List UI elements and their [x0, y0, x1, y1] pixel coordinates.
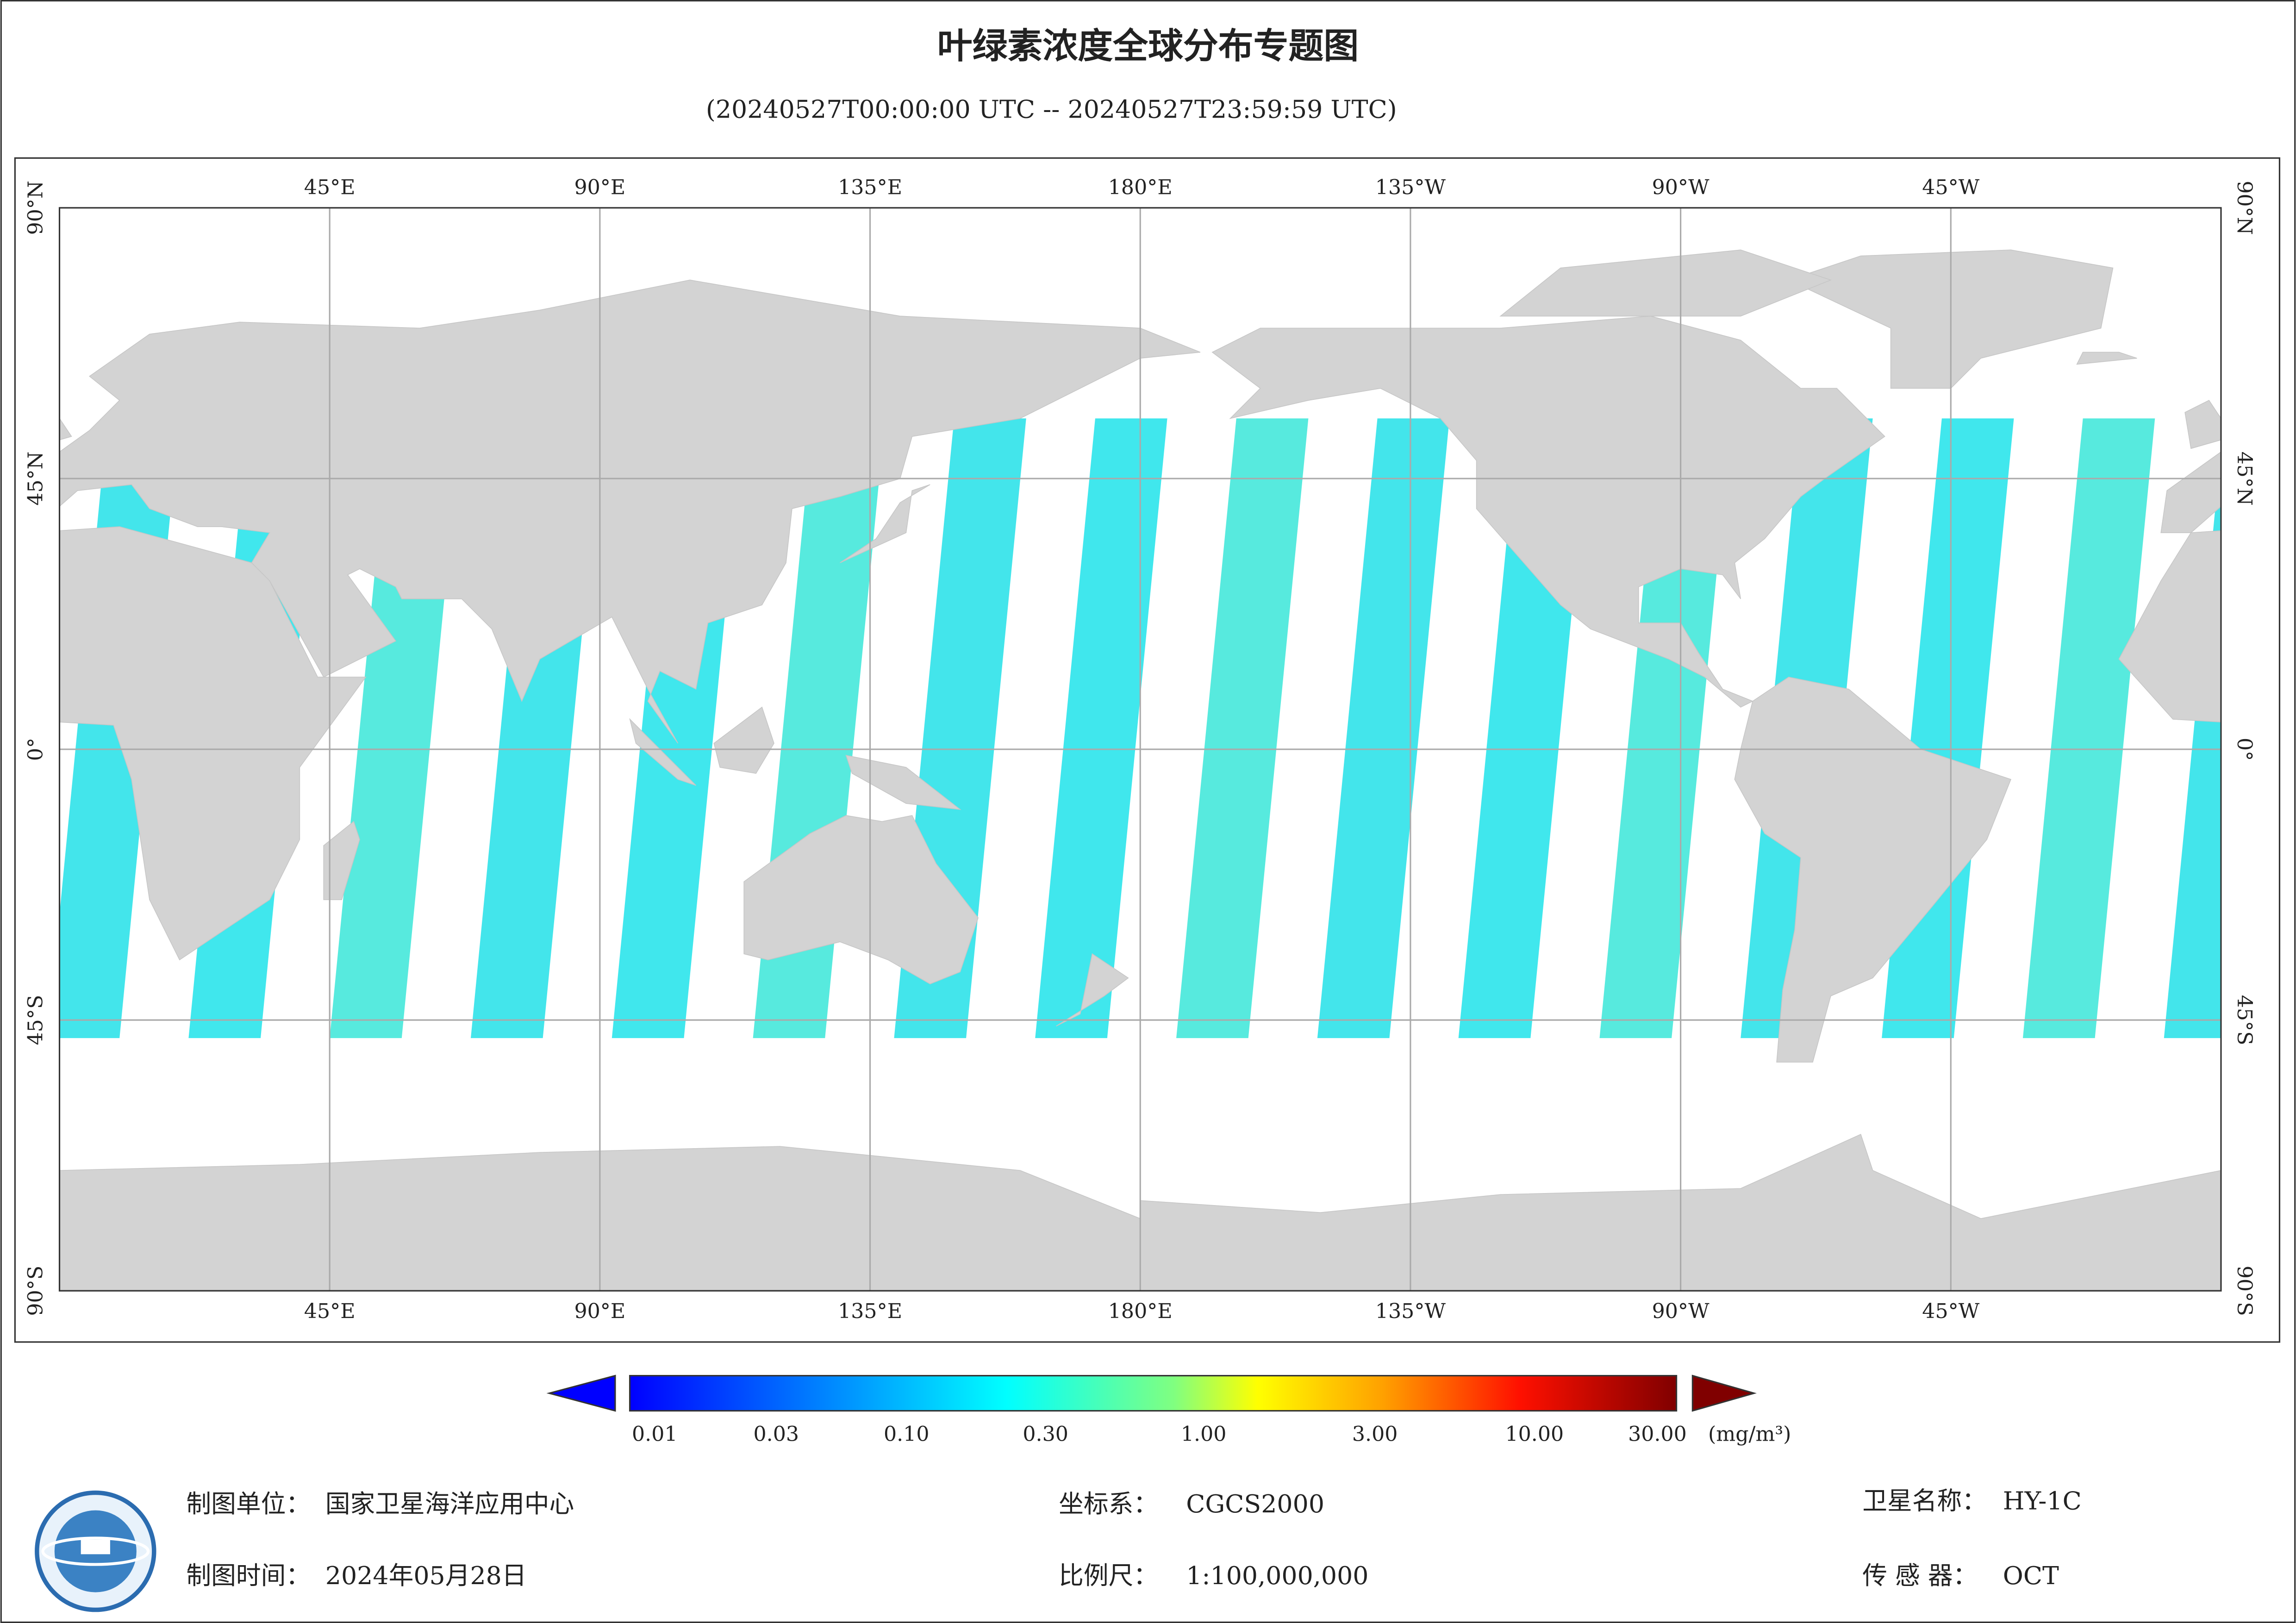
lat-label-left: 90°S — [24, 1266, 47, 1316]
lat-label-right: 0° — [2233, 738, 2256, 761]
colorbar: (mg/m³) — [546, 1374, 1791, 1446]
land — [1734, 677, 2012, 1063]
colorbar-tick-label: 3.00 — [1352, 1423, 1398, 1446]
sensor-label: 传 感 器： — [1862, 1561, 1978, 1590]
colorbar-high-arrow — [1691, 1374, 1757, 1412]
colorbar-tick-label: 0.03 — [753, 1423, 799, 1446]
land — [1056, 953, 1129, 1026]
data-swath — [1035, 418, 1167, 1038]
land — [2184, 400, 2221, 449]
colorbar-tick-label: 0.01 — [632, 1423, 678, 1446]
colorbar-tick-label: 0.30 — [1023, 1423, 1068, 1446]
footer: 制图单位： 国家卫星海洋应用中心 制图时间： 2024年05月28日 坐标系： … — [186, 1486, 2081, 1590]
date-label: 制图时间： — [186, 1561, 311, 1590]
date: 2024年05月28日 — [325, 1561, 527, 1590]
satellite-label: 卫星名称： — [1862, 1486, 1987, 1516]
land — [2118, 530, 2221, 723]
colorbar-tick-label: 30.00 — [1628, 1423, 1687, 1446]
lon-label-top: 45°E — [304, 175, 356, 199]
lat-label-right: 45°S — [2233, 995, 2256, 1045]
lon-label-top: 45°W — [1922, 175, 1979, 199]
data-swath — [2022, 418, 2155, 1038]
data-swath — [1599, 418, 1732, 1038]
lon-label-bottom: 180°E — [1108, 1300, 1173, 1323]
lon-label-bottom: 90°W — [1652, 1300, 1710, 1323]
lon-label-top: 135°E — [838, 175, 902, 199]
lon-label-bottom: 45°E — [304, 1300, 356, 1323]
land — [323, 821, 360, 900]
colorbar-tick-label: 1.00 — [1181, 1423, 1227, 1446]
map-frame — [14, 157, 2281, 1343]
lat-label-left: 90°N — [24, 180, 47, 235]
land — [1499, 249, 1832, 317]
scale: 1:100,000,000 — [1186, 1561, 1368, 1590]
lon-label-bottom: 135°W — [1375, 1300, 1446, 1323]
map-border — [58, 207, 2222, 1292]
lat-label-left: 45°N — [24, 451, 47, 505]
land — [2160, 451, 2221, 533]
land — [59, 526, 367, 961]
lat-label-left: 0° — [24, 738, 47, 761]
lon-label-bottom: 45°W — [1922, 1300, 1979, 1323]
data-swath — [1317, 418, 1450, 1038]
title: 叶绿素浓度全球分布专题图 — [937, 25, 1359, 66]
satellite: HY-1C — [2003, 1486, 2082, 1516]
land — [1211, 316, 1885, 708]
land — [629, 718, 696, 786]
land — [845, 755, 961, 810]
colorbar-tick-label: 10.00 — [1505, 1423, 1564, 1446]
land — [59, 417, 72, 441]
logo — [35, 1490, 156, 1612]
org: 国家卫星海洋应用中心 — [325, 1489, 574, 1518]
colorbar-low-arrow — [546, 1374, 616, 1412]
lat-label-right: 45°N — [2233, 451, 2256, 505]
colorbar-ticks: 0.01 0.03 0.10 0.30 1.00 3.00 10.00 30.00 — [632, 1423, 1687, 1446]
land — [2076, 352, 2137, 365]
lon-label-bottom: 90°E — [574, 1300, 625, 1323]
sensor: OCT — [2003, 1561, 2059, 1590]
land — [743, 815, 979, 985]
lon-label-top: 135°W — [1375, 175, 1446, 199]
scale-label: 比例尺： — [1059, 1561, 1158, 1590]
lon-label-bottom: 135°E — [838, 1300, 902, 1323]
lat-label-right: 90°S — [2233, 1266, 2256, 1316]
colorbar-unit: (mg/m³) — [1708, 1423, 1791, 1446]
lon-label-top: 180°E — [1108, 175, 1173, 199]
graticule-labels: 45°E 45°E 90°E 90°E 135°E 135°E 180°E 180°E 135°… — [24, 175, 2256, 1323]
colorbar-bar — [629, 1374, 1678, 1412]
colorbar-tick-label: 0.10 — [884, 1423, 930, 1446]
subtitle: (20240527T00:00:00 UTC -- 20240527T23:59… — [706, 94, 1397, 124]
land — [713, 706, 774, 774]
data-swath — [1176, 418, 1309, 1038]
lon-label-top: 90°W — [1652, 175, 1710, 199]
lon-label-top: 90°E — [574, 175, 625, 199]
land — [840, 484, 930, 563]
map — [59, 208, 2221, 1291]
org-label: 制图单位： — [186, 1489, 311, 1518]
lat-label-right: 90°N — [2233, 180, 2256, 235]
crs-label: 坐标系： — [1059, 1489, 1158, 1518]
lat-label-left: 45°S — [24, 995, 47, 1045]
crs: CGCS2000 — [1186, 1489, 1324, 1518]
